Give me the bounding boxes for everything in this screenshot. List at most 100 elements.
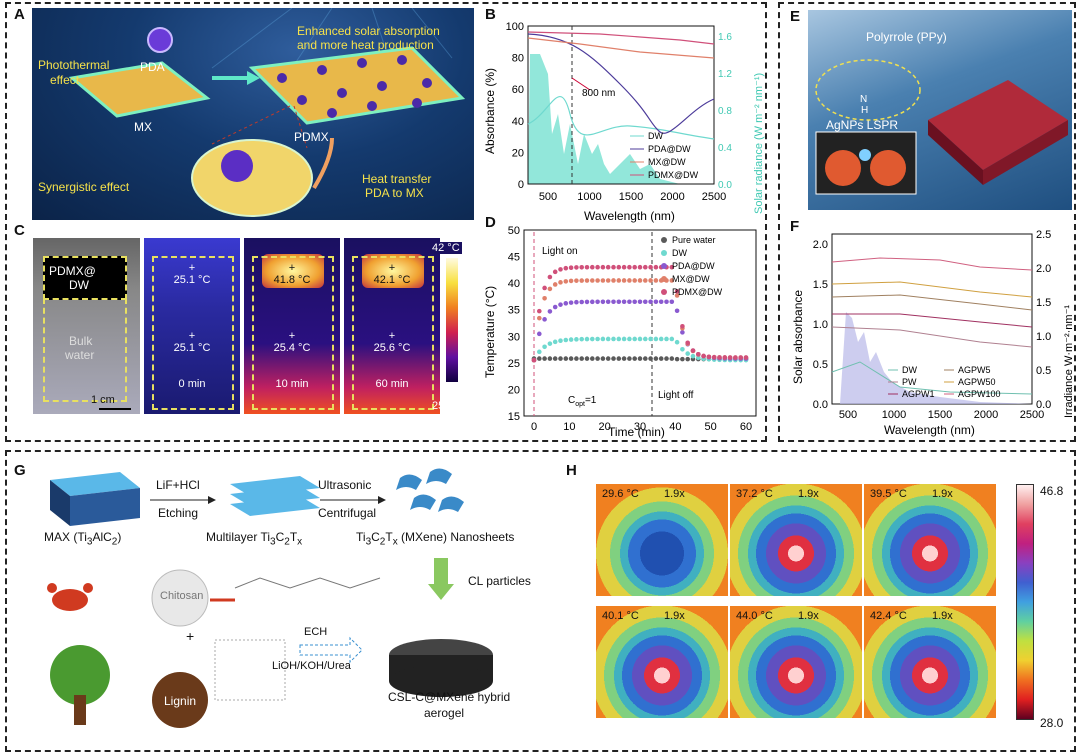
- d-point-s2: [669, 299, 675, 305]
- h-cell-temp-2: 39.5 °C: [870, 488, 907, 500]
- f-legend: DW AGPW5 PW AGPW50 AGPW1 AGPW100: [888, 365, 1001, 399]
- g-ml-s3: x: [297, 536, 303, 548]
- d-point-s1: [600, 336, 606, 342]
- f-xtick-2: 1500: [928, 409, 952, 421]
- d-point-s4: [733, 355, 738, 360]
- curve-mx: [527, 37, 715, 59]
- d-point-s3: [590, 278, 595, 283]
- d-point-s2: [542, 317, 547, 322]
- b-xtick-3: 2000: [660, 191, 684, 203]
- d-point-s3: [542, 295, 547, 301]
- d-point-s0: [605, 356, 611, 361]
- d-point-s4: [685, 340, 690, 346]
- b-ytick-4: 80: [512, 53, 524, 65]
- d-point-s3: [547, 286, 553, 292]
- d-point-s3: [552, 282, 558, 287]
- b-y2tick-3: 1.2: [718, 69, 732, 80]
- c-photo-label-1: PDMX@: [49, 264, 96, 278]
- d-point-s0: [552, 356, 558, 361]
- b-legend-0: DW: [648, 131, 663, 141]
- h-cell-temp-1: 37.2 °C: [736, 488, 773, 500]
- d-legend-1: DW: [672, 248, 687, 258]
- label-pdmx: PDMX: [294, 130, 329, 144]
- d-point-s4: [537, 308, 542, 314]
- g-nano-b: C: [371, 530, 380, 544]
- label-heat-1: Heat transfer: [362, 172, 432, 186]
- d-point-s4: [616, 264, 622, 270]
- g-ml-b: C: [275, 530, 285, 544]
- h-cell-zoom-1: 1.9x: [798, 488, 819, 500]
- d-point-s1: [595, 336, 600, 342]
- c-scale: 1 cm: [91, 394, 115, 406]
- d-point-s1: [563, 337, 569, 343]
- crab-icon: [47, 583, 93, 611]
- b-xtick-2: 1500: [619, 191, 643, 203]
- d-point-s1: [653, 336, 659, 342]
- d-point-s0: [579, 356, 584, 361]
- b-xtick-1: 1000: [577, 191, 601, 203]
- g-max: MAX (Ti3AlC2): [44, 530, 121, 547]
- e-h: H: [861, 105, 869, 116]
- h-cell-zoom-5: 1.9x: [932, 610, 953, 622]
- h-cell-zoom-3: 1.9x: [664, 610, 685, 622]
- c-bulk-2: water: [65, 348, 95, 362]
- d-point-s0: [600, 356, 606, 361]
- d-point-s2: [616, 299, 622, 305]
- d-ytick-5: 40: [508, 278, 520, 290]
- d-point-s2: [653, 299, 659, 305]
- d-point-s2: [643, 299, 648, 305]
- g-nano-d: (MXene) Nanosheets: [397, 530, 515, 544]
- curve-pdmx: [527, 31, 715, 45]
- d-point-s2: [590, 299, 595, 305]
- d-xtick-4: 40: [669, 421, 681, 433]
- d-point-s0: [637, 356, 643, 361]
- d-point-s3: [643, 278, 648, 283]
- d-xtick-3: 30: [634, 421, 646, 433]
- d-point-s4: [653, 264, 659, 270]
- g-max-a: MAX (Ti: [44, 530, 87, 544]
- chitosan-chain: [234, 577, 381, 589]
- d-point-s0: [574, 356, 579, 361]
- label-heat-2: PDA to MX: [365, 186, 424, 200]
- d-copt-base: C: [568, 395, 575, 406]
- d-point-s2: [584, 299, 590, 305]
- d-point-s2: [563, 301, 569, 306]
- d-point-s2: [605, 299, 611, 305]
- ech-arrow: [299, 636, 363, 664]
- h-colorbar: [1016, 484, 1034, 720]
- panel-label-e: E: [790, 8, 801, 25]
- g-plus: +: [186, 628, 195, 644]
- d-point-s4: [722, 355, 728, 360]
- d-point-s0: [632, 356, 637, 361]
- d-ytick-6: 45: [508, 252, 520, 264]
- d-ytick-3: 30: [508, 331, 520, 343]
- d-point-s1: [558, 338, 563, 343]
- g-lignin: Lignin: [164, 694, 197, 708]
- d-legend-2: PDA@DW: [672, 261, 715, 271]
- g-max-b: AlC: [92, 530, 112, 544]
- d-point-s4: [680, 323, 685, 329]
- d-legend-4: PDMX@DW: [672, 287, 723, 297]
- d-legend-3: MX@DW: [672, 274, 710, 284]
- c-photo-label-2: DW: [69, 278, 89, 292]
- d-point-s4: [568, 265, 574, 270]
- label-synergistic: Synergistic effect: [38, 180, 130, 194]
- d-point-s3: [674, 293, 680, 298]
- panel-a-illustration: PDA Photothermal effect MX Enhanced sola…: [32, 8, 474, 220]
- panel-label-a: A: [14, 6, 25, 23]
- f-ytick-2: 1.0: [813, 319, 828, 331]
- d-ytick-4: 35: [508, 305, 520, 317]
- curve-pda: [527, 33, 715, 134]
- g-lif: LiF+HCl: [156, 478, 200, 492]
- d-point-s4: [674, 289, 680, 294]
- d-point-s4: [643, 264, 648, 270]
- f-legend-4: AGPW1: [902, 389, 935, 399]
- frame-bottom: [5, 450, 1076, 752]
- f-legend-0: DW: [902, 365, 917, 375]
- d-point-s3: [558, 280, 563, 285]
- g-nano-s3: x: [392, 536, 398, 548]
- d-point-s2: [547, 309, 553, 314]
- f-xlabel: Wavelength (nm): [884, 423, 975, 437]
- d-point-s1: [568, 337, 574, 342]
- d-point-s1: [658, 336, 664, 342]
